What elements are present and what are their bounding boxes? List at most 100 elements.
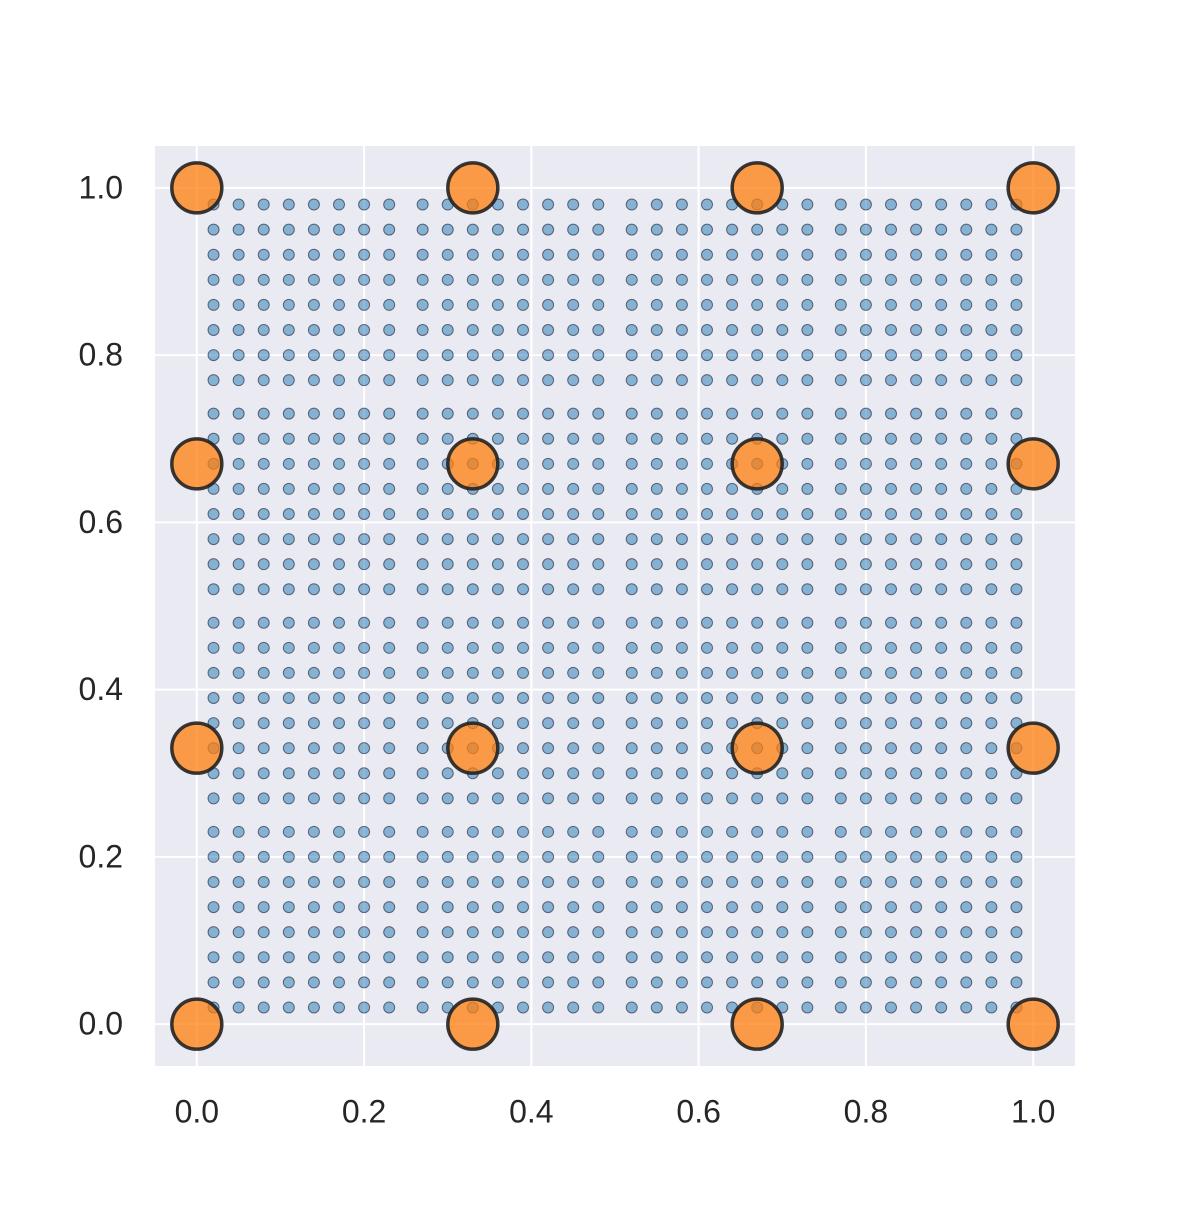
small-point [834, 666, 847, 679]
small-point [282, 767, 295, 780]
small-point [650, 717, 663, 730]
small-point [834, 558, 847, 571]
small-point [257, 558, 270, 571]
small-point [701, 901, 713, 914]
small-point [207, 374, 220, 387]
small-point [307, 825, 320, 838]
small-point [592, 533, 605, 546]
small-point [801, 583, 814, 596]
small-point [675, 792, 688, 805]
small-point [383, 248, 396, 261]
small-point [491, 374, 504, 387]
small-point [491, 248, 504, 261]
small-point [726, 374, 739, 387]
small-point [650, 926, 663, 939]
small-point [834, 407, 847, 420]
small-point [466, 223, 479, 236]
small-point [885, 482, 897, 495]
small-point [834, 298, 847, 311]
small-point [650, 298, 663, 311]
small-point [517, 583, 529, 596]
small-point [592, 324, 605, 336]
small-point [232, 374, 245, 387]
small-point [859, 248, 872, 261]
small-point [307, 742, 320, 755]
small-point [383, 273, 396, 286]
small-point [207, 876, 220, 888]
small-point [466, 926, 479, 939]
small-point [232, 508, 245, 520]
small-point [517, 273, 529, 286]
small-point [935, 324, 948, 336]
small-point [232, 407, 245, 420]
small-point [1010, 901, 1023, 914]
small-point [517, 248, 529, 261]
small-point [517, 792, 529, 805]
small-point [776, 850, 789, 863]
small-point [1010, 692, 1023, 704]
small-point [701, 298, 713, 311]
small-point [751, 298, 764, 311]
small-point [960, 223, 973, 236]
small-point [491, 951, 504, 964]
small-point [801, 374, 814, 387]
small-point [257, 533, 270, 546]
small-point [701, 558, 713, 571]
small-point [985, 901, 998, 914]
small-point [517, 457, 529, 470]
small-point [592, 825, 605, 838]
small-point [491, 349, 504, 362]
small-point [675, 926, 688, 939]
small-point [416, 558, 429, 571]
small-point [675, 223, 688, 236]
small-point [935, 666, 948, 679]
small-point [910, 324, 923, 336]
small-point [910, 407, 923, 420]
small-point [383, 298, 396, 311]
small-point [358, 616, 371, 629]
small-point [517, 223, 529, 236]
y-tick-label: 0.2 [79, 838, 123, 874]
small-point [960, 901, 973, 914]
small-point [935, 374, 948, 387]
small-point [885, 583, 897, 596]
small-point [416, 407, 429, 420]
small-point [232, 457, 245, 470]
small-point [567, 876, 580, 888]
small-point [885, 432, 897, 445]
small-point [358, 792, 371, 805]
small-point [358, 349, 371, 362]
small-point [801, 641, 814, 654]
small-point [1010, 951, 1023, 964]
small-point [801, 324, 814, 336]
y-tick-label: 0.8 [79, 337, 123, 373]
small-point [257, 850, 270, 863]
small-point [885, 926, 897, 939]
small-point [726, 558, 739, 571]
small-point [592, 641, 605, 654]
small-point [307, 876, 320, 888]
small-point [801, 223, 814, 236]
large-point [446, 437, 500, 491]
small-point [592, 901, 605, 914]
small-point [282, 223, 295, 236]
small-point [567, 951, 580, 964]
small-point [383, 558, 396, 571]
small-point [592, 273, 605, 286]
small-point [441, 951, 454, 964]
small-point [885, 508, 897, 520]
small-point [675, 248, 688, 261]
small-point [935, 641, 948, 654]
small-point [466, 692, 479, 704]
small-point [416, 641, 429, 654]
small-point [751, 324, 764, 336]
small-point [207, 558, 220, 571]
small-point [333, 407, 345, 420]
small-point [801, 717, 814, 730]
small-point [985, 850, 998, 863]
small-point [333, 641, 345, 654]
small-point [517, 692, 529, 704]
small-point [650, 273, 663, 286]
small-point [592, 298, 605, 311]
small-point [232, 349, 245, 362]
